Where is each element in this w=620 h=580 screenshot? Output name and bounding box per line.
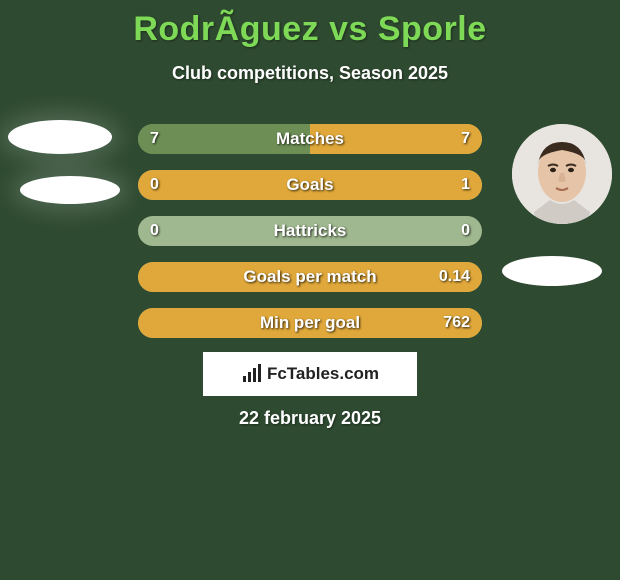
stat-row: Goals0 1 [138, 170, 482, 200]
avatar-right-face-icon [512, 124, 612, 224]
comparison-card: RodrÃ­guez vs Sporle Club competitions, … [0, 0, 620, 580]
avatar-left-placeholder [8, 120, 112, 154]
brand-chart-icon [241, 362, 265, 386]
stat-value-right: 762 [443, 308, 470, 338]
brand-text: FcTables.com [267, 364, 379, 384]
flag-left-placeholder [20, 176, 120, 204]
stat-label: Matches [138, 124, 482, 154]
stat-value-left: 0 [150, 216, 159, 246]
stat-value-left: 7 [150, 124, 159, 154]
stat-label: Hattricks [138, 216, 482, 246]
date-text: 22 february 2025 [0, 408, 620, 429]
stat-value-left: 0 [150, 170, 159, 200]
brand-box[interactable]: FcTables.com [203, 352, 417, 396]
stat-value-right: 7 [461, 124, 470, 154]
stat-value-right: 1 [461, 170, 470, 200]
stat-label: Min per goal [138, 308, 482, 338]
stat-bars: Matches77Goals01Hattricks00Goals per mat… [138, 124, 482, 354]
avatar-right [512, 124, 612, 224]
stat-value-right: 0 [461, 216, 470, 246]
stat-row: Matches7 7 [138, 124, 482, 154]
stat-row: Hattricks0 0 [138, 216, 482, 246]
stat-label: Goals per match [138, 262, 482, 292]
subtitle: Club competitions, Season 2025 [0, 63, 620, 84]
stat-row: Min per goal762 [138, 308, 482, 338]
stat-row: Goals per match0.14 [138, 262, 482, 292]
stat-value-right: 0.14 [439, 262, 470, 292]
page-title: RodrÃ­guez vs Sporle [0, 0, 620, 49]
flag-right-placeholder [502, 256, 602, 286]
stat-label: Goals [138, 170, 482, 200]
